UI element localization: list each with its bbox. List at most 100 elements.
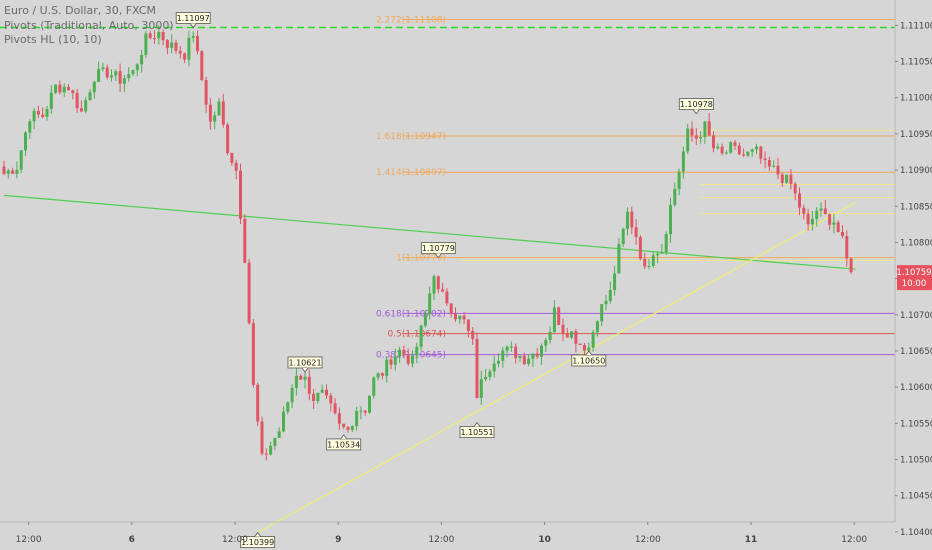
candle [307, 376, 311, 394]
pivot-label-text: 1.10534 [327, 440, 360, 449]
candle [686, 128, 690, 152]
candle [664, 234, 668, 253]
candle [148, 33, 152, 39]
candle [681, 151, 685, 172]
time-tick-label: 12:00 [222, 535, 248, 545]
candle [673, 188, 677, 205]
candle [595, 321, 599, 333]
fib-level-label: 1.618(1.10947) [376, 132, 446, 142]
candle [114, 71, 118, 76]
price-tick-label: 1.11050 [900, 58, 932, 68]
candle [174, 42, 178, 51]
candle [729, 142, 733, 153]
candle [604, 300, 608, 305]
candle [213, 115, 217, 122]
candle [355, 411, 359, 426]
price-tick-label: 1.11000 [900, 94, 932, 104]
candle [750, 149, 754, 152]
candle [79, 108, 83, 112]
pivot-label-text: 1.10621 [288, 358, 321, 367]
candle [157, 31, 161, 39]
candle [798, 193, 801, 208]
candle [617, 244, 621, 274]
trendline [257, 202, 856, 534]
candle [36, 110, 40, 115]
time-tick-label: 9 [335, 535, 341, 545]
candle [656, 253, 660, 256]
candle [135, 64, 139, 71]
candle [196, 35, 199, 52]
time-tick-label: 6 [129, 535, 135, 545]
candle [583, 345, 586, 351]
candle [260, 421, 264, 454]
indicator-pivots-hl[interactable]: Pivots HL (10, 10) [4, 33, 102, 46]
symbol-title[interactable]: Euro / U.S. Dollar, 30, FXCM [4, 4, 156, 17]
candle [28, 121, 32, 133]
chart-legend: Euro / U.S. Dollar, 30, FXCM Pivots (Tra… [4, 4, 174, 48]
candle [832, 222, 836, 225]
pivot-label-pointer [692, 109, 700, 115]
candle [501, 350, 505, 361]
candle [170, 42, 174, 48]
candle [303, 376, 307, 380]
candle [742, 154, 746, 156]
time-tick-label: 12:00 [841, 535, 867, 545]
candle [204, 79, 208, 105]
fib-level-label: 0.382(1.10645) [376, 351, 446, 361]
candle [144, 33, 148, 55]
candle [707, 121, 711, 136]
candle [819, 208, 823, 211]
candle [810, 218, 814, 225]
candle [776, 165, 780, 175]
price-tick-label: 1.10700 [900, 311, 932, 321]
candle [565, 333, 569, 338]
candle [337, 413, 341, 424]
candle [746, 151, 750, 156]
price-tick-label: 1.10850 [900, 202, 932, 212]
candle [208, 104, 212, 122]
candle [767, 160, 771, 167]
pivot-label-text: 1.10399 [241, 538, 274, 547]
fib-level-label: 2.272(1.11108) [376, 16, 446, 26]
candle [277, 431, 281, 438]
candle [101, 67, 105, 70]
candle [449, 303, 453, 314]
candle [230, 153, 234, 163]
candle [376, 373, 380, 378]
countdown-value: 10:00 [902, 279, 927, 289]
fib-level-label: 0.618(1.10702) [376, 309, 446, 319]
indicator-pivots[interactable]: Pivots (Traditional, Auto, 3000) [4, 18, 174, 32]
candle [505, 346, 509, 351]
candle [428, 293, 432, 314]
candle [247, 262, 251, 324]
candle [2, 166, 6, 174]
pivot-label-pointer [473, 421, 481, 427]
candle [19, 150, 23, 170]
candle [325, 389, 328, 396]
candle [802, 207, 806, 214]
candle [789, 174, 793, 184]
candle [200, 51, 204, 80]
candle [471, 330, 475, 339]
candle [643, 258, 647, 267]
candle [239, 170, 242, 219]
candle [634, 227, 638, 238]
candle [127, 74, 131, 79]
candle [540, 345, 543, 357]
candle [406, 355, 410, 364]
candle [282, 411, 285, 432]
candle [544, 340, 548, 346]
pivot-label-pointer [340, 434, 348, 440]
pivot-label-text: 1.10551 [460, 428, 493, 437]
candle [269, 445, 273, 455]
candle [806, 213, 810, 225]
candle [703, 121, 707, 138]
price-tick-label: 1.10500 [900, 456, 932, 466]
candle [398, 349, 402, 357]
candle [466, 319, 470, 331]
candle [423, 313, 427, 326]
candle [690, 128, 694, 136]
candle [389, 359, 393, 365]
candle [368, 395, 371, 413]
candle [24, 132, 27, 151]
